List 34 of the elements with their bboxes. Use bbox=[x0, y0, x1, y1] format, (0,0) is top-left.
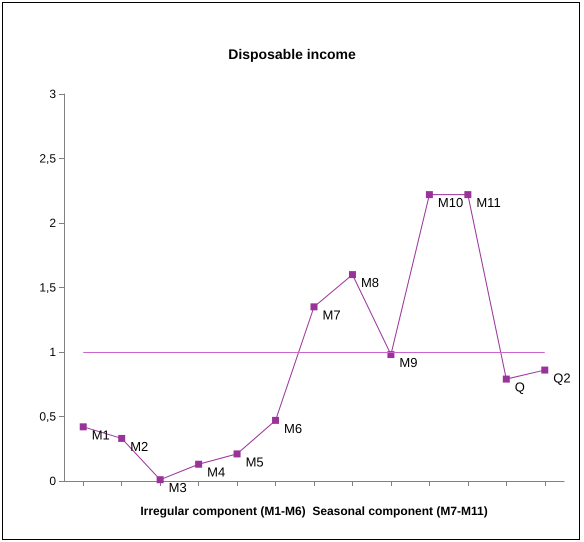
point bbox=[502, 376, 510, 383]
data-label: M4 bbox=[207, 464, 226, 480]
point bbox=[464, 191, 472, 198]
point bbox=[310, 303, 318, 310]
point bbox=[80, 423, 87, 430]
point bbox=[195, 460, 202, 468]
point bbox=[234, 450, 241, 458]
x-axis-title: Irregular component (M1-M6) Seasonal component (M7-M11) bbox=[140, 504, 488, 518]
point bbox=[272, 416, 280, 424]
y-tick-label: 0,5 bbox=[39, 410, 56, 424]
y-tick-label: 1 bbox=[49, 345, 56, 359]
data-label: M9 bbox=[399, 355, 418, 370]
point bbox=[118, 434, 126, 442]
y-tick-label: 2 bbox=[49, 216, 56, 230]
data-label: M1 bbox=[92, 427, 110, 442]
data-label: M10 bbox=[438, 195, 464, 210]
data-label: M6 bbox=[284, 420, 302, 436]
chart-title: Disposable income bbox=[228, 46, 356, 62]
data-label: Q bbox=[514, 380, 525, 395]
data-label: M8 bbox=[360, 275, 380, 290]
point bbox=[348, 271, 356, 278]
y-tick-label: 1,5 bbox=[39, 280, 56, 294]
data-label: M2 bbox=[130, 438, 148, 454]
y-tick-label: 0 bbox=[49, 474, 56, 488]
data-label: M7 bbox=[322, 307, 341, 322]
data-label: M3 bbox=[168, 480, 187, 496]
point bbox=[156, 476, 164, 484]
point bbox=[541, 366, 548, 374]
y-tick-label: 3 bbox=[49, 87, 56, 101]
y-tick-label: 2,5 bbox=[39, 152, 56, 166]
data-label: M5 bbox=[246, 454, 264, 470]
point bbox=[426, 191, 433, 198]
data-label: M11 bbox=[476, 195, 501, 210]
data-label: Q2 bbox=[553, 370, 571, 386]
